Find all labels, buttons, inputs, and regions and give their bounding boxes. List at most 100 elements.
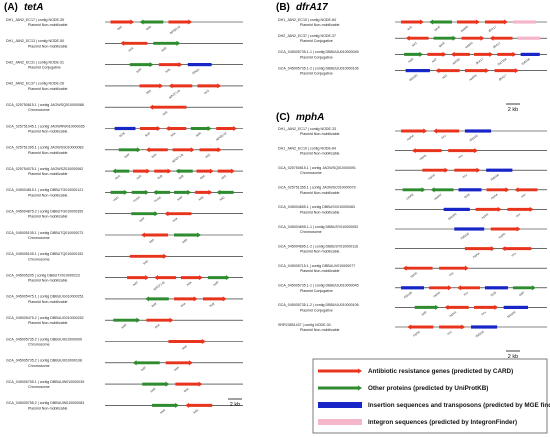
track-type: Plasmid Non-mobilizable — [28, 44, 68, 48]
gene-name: tetR — [407, 57, 414, 64]
track-type: Plasmid Non-mobilizable — [28, 193, 68, 197]
other-protein-arrow — [113, 317, 141, 323]
resistance-gene-arrow — [165, 360, 193, 366]
gene-name: tetA — [183, 387, 190, 393]
scale-bar-label: 2 kb — [230, 402, 240, 408]
gene-name: aadA5 — [468, 73, 478, 81]
track-type: Plasmid Non-mobilizable — [28, 279, 68, 283]
resistance-gene-arrow — [164, 211, 192, 217]
track: GCA_045005735.1-1 | contig DBBUUU0100000… — [278, 50, 547, 66]
panel-gene-title: tetA — [24, 2, 43, 13]
other-protein-arrow — [132, 360, 160, 366]
gene-name: tetA — [181, 344, 188, 350]
gene-name: mphA — [481, 212, 490, 220]
gene-name: tetR — [139, 216, 146, 223]
track-label: GCA_045005735.2 | contig DBBUUI010000108 — [6, 359, 82, 363]
panel-label: (C) — [276, 112, 290, 123]
other-protein-arrow — [118, 147, 141, 153]
gene-name: mrx — [480, 310, 487, 316]
resistance-gene-arrow — [175, 381, 203, 387]
gene-name: tetA — [116, 25, 123, 31]
track: GCA_045005735.1-2 | contig DBBUUU0100001… — [278, 303, 547, 319]
track-type: Plasmid Conjugative — [300, 308, 333, 312]
resistance-gene-arrow — [110, 19, 135, 25]
track: DH2_JAN2_EC31 | contig NODE-31 Plasmid Co… — [6, 60, 243, 75]
gene-name: tetR — [176, 195, 183, 202]
resistance-gene-arrow — [444, 304, 469, 310]
gene-name: dfrA17 — [498, 73, 508, 82]
resistance-gene-arrow — [497, 51, 517, 57]
resistance-gene-arrow — [454, 167, 481, 173]
gene-name: tetA — [198, 195, 205, 201]
resistance-gene-arrow — [433, 128, 460, 134]
track-label: GCA_025751045.1 | contig JAOWRW010000035 — [6, 124, 85, 128]
gene-name: tetA — [180, 302, 187, 308]
track: GCA_025750815.1 | contig JAOWSQ010000091… — [278, 166, 547, 182]
resistance-gene-arrow — [448, 148, 479, 154]
resistance-gene-arrow — [402, 265, 433, 271]
gene-name: mphA — [409, 271, 418, 279]
gene-name: tetR — [181, 237, 188, 244]
track-type: Plasmid Non-mobilizable — [28, 151, 68, 155]
resistance-gene-arrow — [429, 285, 452, 291]
resistance-gene-arrow — [217, 168, 236, 174]
insertion-sequence-block — [484, 286, 508, 290]
gene-name: sul1 — [441, 73, 448, 80]
other-protein-arrow — [151, 402, 180, 408]
track: DH1_JAN2_EC10 | contig NODE-64 Plasmid No… — [278, 146, 547, 161]
track-label: GCA_025751355.1 | contig JAOWSC010000079 — [278, 186, 356, 190]
resistance-gene-arrow — [127, 275, 150, 281]
gene-name: aph(6)-Id — [215, 131, 228, 141]
resistance-gene-arrow — [196, 168, 214, 174]
track: GCA_045005205 | contig DBBUTX010000223 Pl… — [6, 273, 243, 291]
gene-name: mrx — [511, 251, 518, 257]
gene-name: aadA5 — [464, 41, 474, 49]
legend-label: Insertion sequences and transposons (pre… — [368, 402, 550, 409]
track-label: GCA_045004695.1-2 | contig DBBUSY0100001… — [278, 244, 358, 248]
gene-name: floR — [209, 301, 216, 308]
gene-name: IS6100 — [521, 57, 531, 66]
track: GCA_045004655.1 | contig DBBUSX010000083… — [278, 205, 547, 221]
resistance-gene-arrow — [153, 275, 177, 281]
gene-name: IS26 — [118, 131, 126, 138]
gene-name: klcA — [114, 174, 121, 181]
gene-name: IS6100 — [460, 232, 470, 241]
gene-name: mphA — [419, 153, 428, 161]
gene-name: aph(3'')-Ib — [152, 280, 165, 291]
resistance-gene-arrow — [202, 296, 227, 302]
track-label: GCA_045004695.1-1 | contig DBBUSY0100000… — [278, 225, 358, 229]
gene-name: tetA — [199, 174, 206, 180]
track-type: Plasmid Non-mobilizable — [300, 269, 340, 273]
gene-name: qacE — [433, 25, 441, 32]
track-type: Chromosome — [28, 236, 50, 240]
gene-name: tetA — [142, 259, 149, 265]
other-protein-arrow — [174, 189, 192, 195]
resistance-gene-arrow — [405, 35, 429, 41]
other-protein-arrow — [110, 189, 128, 195]
track-type: Chromosome — [28, 108, 50, 112]
track-label: GCA_045005735.1-1 | contig DBBUUU0100000… — [278, 50, 359, 54]
track: GCA_045005735.1-2 | contig DBBUUU0100001… — [278, 66, 547, 82]
resistance-gene-arrow — [461, 35, 485, 41]
resistance-gene-arrow — [507, 206, 534, 212]
track: GCA_025750815.1 | contig JAOWSQ010000086… — [6, 103, 243, 116]
gene-name: ISKpn — [191, 67, 200, 75]
resistance-gene-arrow — [501, 246, 532, 252]
gene-name: tetR — [150, 386, 157, 393]
gene-name: mrx — [446, 329, 453, 335]
track-type: Plasmid Conjugative — [300, 72, 333, 76]
insertion-sequence-block — [454, 227, 485, 231]
gene-name: dfrA17 — [492, 41, 502, 50]
resistance-gene-arrow — [168, 19, 193, 25]
track-type: Plasmid Conjugative — [28, 66, 61, 70]
insertion-sequence-block — [405, 69, 430, 73]
track: GCA_025754075.1 | contig JAOWSZ010000062… — [6, 167, 243, 180]
insertion-sequence-block — [187, 63, 212, 67]
track: GCA_045005475.2 | contig DBBUUG010000252… — [6, 316, 243, 329]
gene-name: aph(6)-Id — [169, 25, 182, 35]
track: GCA_045005735.2 | contig DBBUUI010000009… — [6, 337, 243, 351]
gene-name: tetR — [195, 131, 202, 138]
track-label: GCA_045004815.1 | contig DBBUTG010000121 — [6, 188, 83, 192]
resistance-gene-arrow — [168, 338, 206, 345]
